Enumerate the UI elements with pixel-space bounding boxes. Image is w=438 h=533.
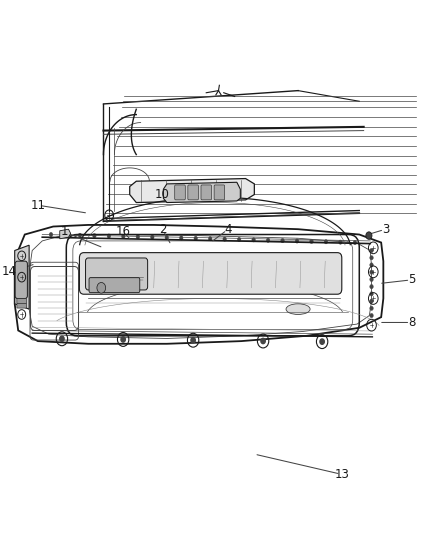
FancyBboxPatch shape — [15, 261, 28, 298]
Text: 13: 13 — [334, 468, 349, 481]
Circle shape — [339, 240, 342, 244]
Circle shape — [223, 237, 226, 241]
Circle shape — [353, 240, 357, 245]
Circle shape — [136, 235, 140, 239]
Circle shape — [370, 299, 373, 303]
Text: 1: 1 — [60, 225, 68, 238]
Circle shape — [370, 292, 373, 296]
Circle shape — [261, 338, 265, 344]
Circle shape — [78, 233, 82, 237]
Circle shape — [370, 277, 373, 281]
FancyBboxPatch shape — [201, 185, 212, 200]
Circle shape — [370, 263, 373, 267]
Circle shape — [281, 238, 284, 243]
Circle shape — [97, 282, 106, 293]
Circle shape — [266, 238, 270, 243]
Circle shape — [370, 306, 373, 310]
Circle shape — [93, 233, 96, 238]
Text: 10: 10 — [155, 188, 170, 201]
Circle shape — [121, 337, 125, 342]
FancyBboxPatch shape — [175, 185, 185, 200]
FancyBboxPatch shape — [188, 185, 198, 200]
Circle shape — [370, 285, 373, 289]
Circle shape — [310, 239, 313, 244]
Text: 3: 3 — [382, 223, 389, 236]
Circle shape — [295, 239, 299, 243]
Circle shape — [370, 256, 373, 260]
Circle shape — [60, 336, 64, 342]
Circle shape — [49, 232, 53, 237]
Text: 2: 2 — [159, 223, 166, 236]
Circle shape — [122, 235, 125, 239]
Circle shape — [237, 237, 241, 241]
Polygon shape — [15, 245, 29, 309]
Circle shape — [107, 234, 111, 238]
Circle shape — [324, 240, 328, 244]
Text: 16: 16 — [116, 225, 131, 238]
Text: 8: 8 — [408, 316, 416, 329]
Ellipse shape — [286, 304, 310, 314]
Circle shape — [151, 235, 154, 239]
Text: 4: 4 — [224, 223, 232, 236]
Circle shape — [370, 270, 373, 274]
Polygon shape — [60, 229, 71, 239]
Polygon shape — [130, 179, 254, 203]
FancyBboxPatch shape — [85, 258, 148, 290]
Text: 11: 11 — [30, 199, 46, 212]
Text: 5: 5 — [408, 273, 416, 286]
FancyBboxPatch shape — [79, 253, 342, 294]
FancyBboxPatch shape — [214, 185, 225, 200]
Circle shape — [252, 238, 255, 242]
Circle shape — [194, 236, 198, 240]
Circle shape — [64, 233, 67, 237]
Circle shape — [370, 248, 373, 253]
Circle shape — [366, 232, 372, 239]
Polygon shape — [163, 182, 240, 203]
Circle shape — [165, 236, 169, 240]
FancyBboxPatch shape — [17, 303, 27, 308]
FancyBboxPatch shape — [17, 298, 27, 303]
FancyBboxPatch shape — [89, 278, 140, 293]
Circle shape — [370, 313, 373, 318]
Circle shape — [180, 236, 183, 240]
Circle shape — [208, 237, 212, 241]
Text: 14: 14 — [2, 265, 17, 278]
Circle shape — [191, 337, 195, 343]
Circle shape — [320, 339, 324, 344]
